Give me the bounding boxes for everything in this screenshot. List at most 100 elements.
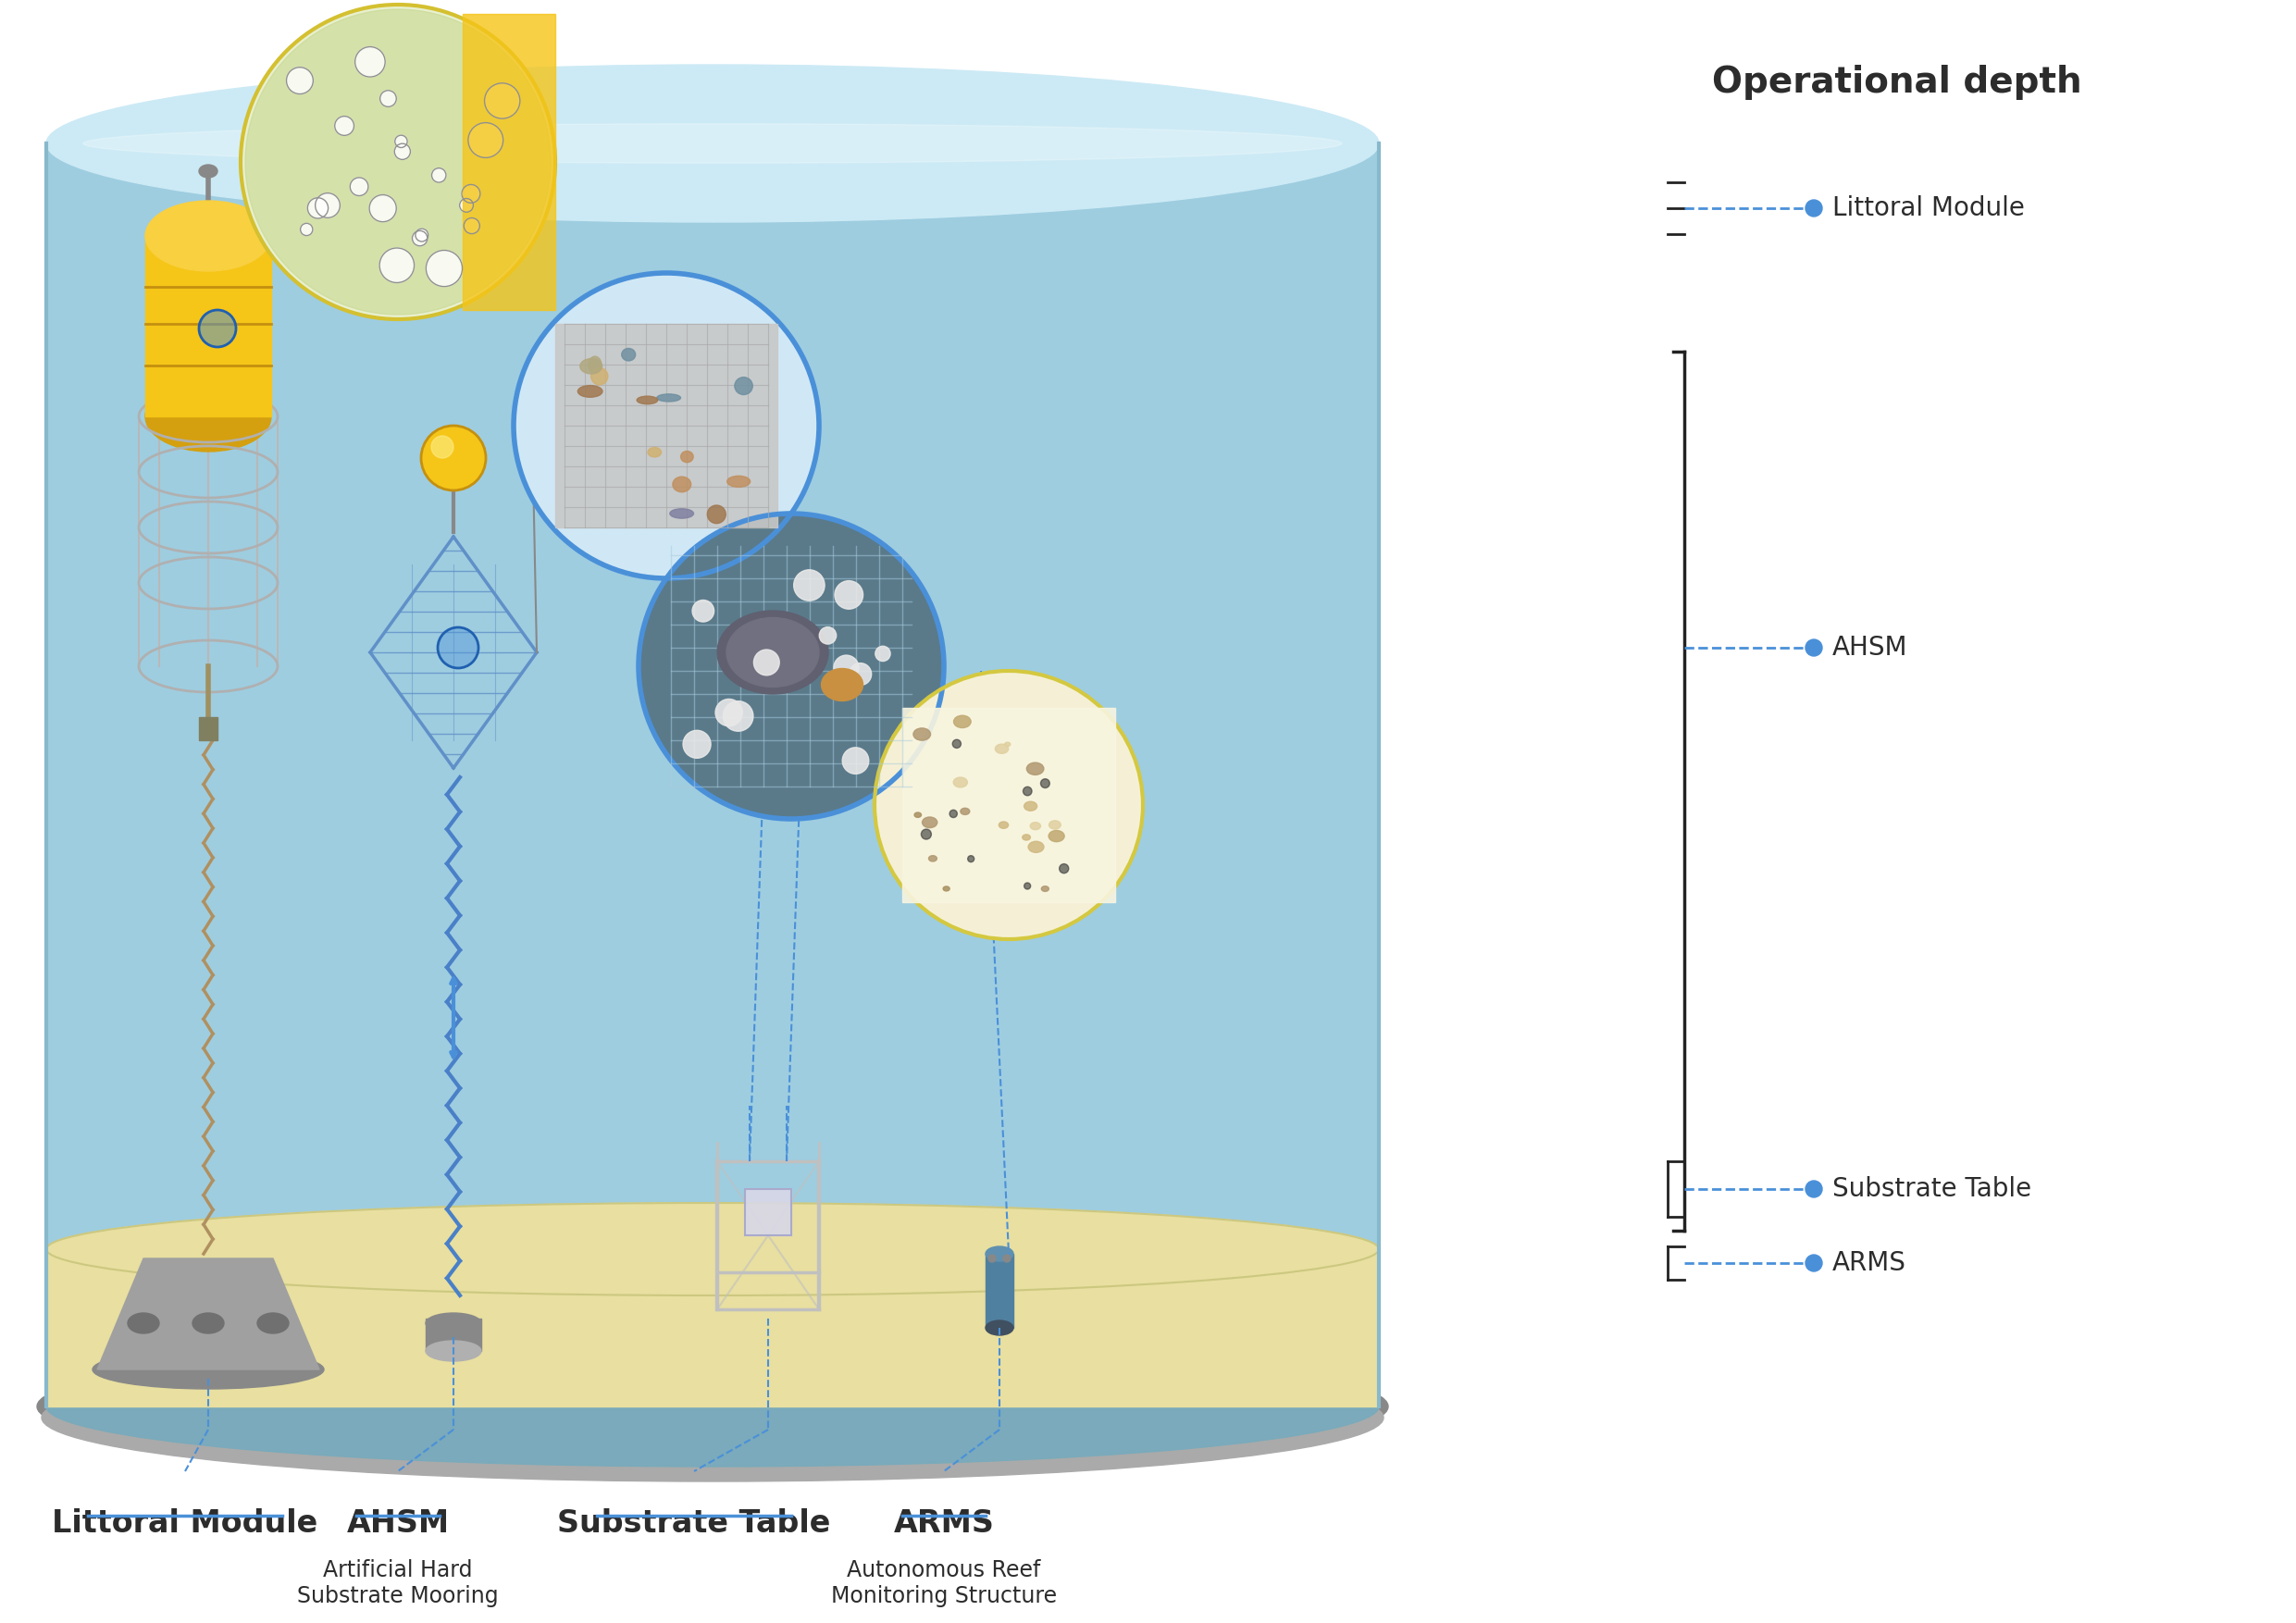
Ellipse shape [588,357,602,373]
Ellipse shape [579,386,602,398]
Ellipse shape [657,394,680,401]
Ellipse shape [83,123,1341,162]
Circle shape [301,224,312,235]
Text: AHSM: AHSM [1832,635,1908,661]
Ellipse shape [985,1321,1013,1336]
Ellipse shape [923,816,937,828]
Circle shape [953,740,962,748]
Bar [744,1190,792,1235]
Ellipse shape [735,377,753,394]
Circle shape [1024,883,1031,889]
Circle shape [459,198,473,213]
Ellipse shape [581,359,602,373]
Text: Substrate Table: Substrate Table [558,1508,831,1539]
Circle shape [370,195,397,222]
Ellipse shape [670,508,693,518]
Circle shape [794,570,824,601]
Ellipse shape [999,821,1008,828]
Circle shape [682,730,712,758]
Bar [556,325,778,527]
Ellipse shape [953,777,967,787]
Text: Littoral Module: Littoral Module [1832,195,2025,221]
Text: Operational depth: Operational depth [1713,65,2082,101]
Bar [46,1250,1380,1407]
Ellipse shape [728,476,751,487]
Ellipse shape [241,5,556,320]
Ellipse shape [716,610,829,695]
Circle shape [413,230,427,247]
Bar [200,717,218,740]
Bar [464,15,556,310]
Ellipse shape [914,729,930,740]
Circle shape [1058,863,1068,873]
Circle shape [439,628,478,669]
Circle shape [381,91,397,107]
Ellipse shape [41,1354,1384,1482]
Ellipse shape [875,670,1143,940]
Circle shape [308,198,328,219]
Bar [744,1190,792,1235]
Circle shape [921,829,932,839]
Circle shape [716,700,742,725]
Circle shape [1040,779,1049,787]
Ellipse shape [590,368,608,385]
Ellipse shape [1026,763,1045,774]
Circle shape [484,83,519,118]
Circle shape [468,123,503,157]
Ellipse shape [425,1313,482,1334]
Ellipse shape [1022,834,1031,841]
Ellipse shape [1049,821,1061,829]
Ellipse shape [680,451,693,463]
Bar [985,1255,1013,1328]
Text: ARMS: ARMS [1832,1250,1906,1276]
Circle shape [464,217,480,234]
Circle shape [315,193,340,217]
Circle shape [987,1255,996,1263]
Text: AHSM: AHSM [347,1508,450,1539]
Circle shape [427,250,461,287]
Circle shape [432,169,445,182]
Circle shape [693,601,714,622]
Circle shape [875,646,891,661]
Ellipse shape [707,505,726,524]
Ellipse shape [145,381,271,451]
Circle shape [461,185,480,203]
Circle shape [200,310,236,347]
Circle shape [850,664,872,685]
Ellipse shape [928,855,937,862]
Ellipse shape [960,808,969,815]
Bar [425,1318,482,1350]
Circle shape [416,229,429,242]
Ellipse shape [92,1350,324,1389]
Ellipse shape [622,349,636,360]
Bar [902,708,1116,902]
Circle shape [836,581,863,609]
Text: ARMS: ARMS [893,1508,994,1539]
Circle shape [1003,1255,1010,1263]
Circle shape [723,701,753,732]
Ellipse shape [673,477,691,492]
Circle shape [349,177,367,196]
Circle shape [1805,200,1823,216]
Circle shape [967,855,974,862]
Bar [145,235,271,417]
Ellipse shape [638,513,944,820]
Circle shape [335,117,354,135]
Ellipse shape [953,716,971,727]
Circle shape [1805,639,1823,656]
Circle shape [820,626,836,644]
Ellipse shape [246,10,551,315]
Circle shape [356,47,386,76]
Circle shape [287,67,312,94]
Ellipse shape [193,1313,225,1334]
Circle shape [753,649,778,675]
Circle shape [1805,1255,1823,1271]
Ellipse shape [129,1313,158,1334]
Ellipse shape [985,1246,1013,1261]
Ellipse shape [1049,831,1065,842]
Circle shape [951,810,957,818]
Ellipse shape [726,618,820,687]
Circle shape [1805,1180,1823,1198]
Text: Artificial Hard
Substrate Mooring: Artificial Hard Substrate Mooring [296,1560,498,1607]
Ellipse shape [647,448,661,458]
